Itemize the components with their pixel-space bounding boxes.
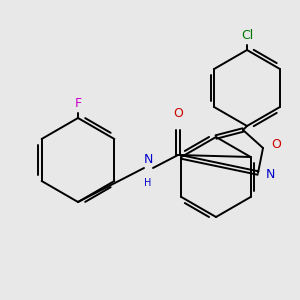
Text: Cl: Cl [241,29,253,42]
Text: N: N [143,153,153,166]
Text: F: F [74,97,82,110]
Text: N: N [266,169,275,182]
Text: O: O [173,107,183,120]
Text: H: H [144,178,152,188]
Text: O: O [271,139,281,152]
